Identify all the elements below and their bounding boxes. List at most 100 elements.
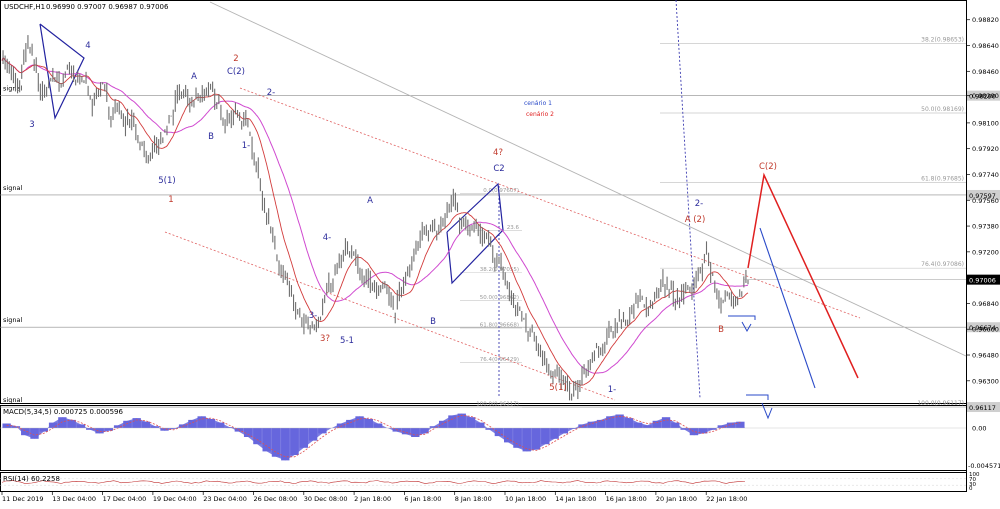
- inner-fib-label: 0.0(0.97607): [483, 188, 519, 194]
- signal-price-badge: [967, 402, 1000, 413]
- macd-histogram: [2, 413, 745, 461]
- target-arrow: [746, 394, 769, 400]
- wave-label-blue: 1-: [242, 141, 250, 151]
- target-arrow: [728, 315, 756, 320]
- rsi-line: [1, 480, 746, 484]
- wave-label-red: 3?: [320, 334, 330, 344]
- ma-fast-line: [1, 56, 749, 386]
- wave-label-blue: B: [430, 317, 436, 327]
- ma-slow-line: [1, 56, 749, 374]
- wave-label-blue: 2-: [695, 199, 703, 209]
- price-tick-label: 0.96480: [972, 352, 999, 360]
- current-price-badge: [967, 274, 1000, 285]
- wave-label-blue: A: [367, 196, 373, 206]
- signal-label: signal: [3, 184, 22, 192]
- wave-label-red: A (2): [685, 215, 706, 225]
- current-price-value: 0.97006: [969, 277, 996, 285]
- legend-cenario-1: cenário 1: [524, 100, 552, 107]
- price-tick-label: 0.98100: [972, 119, 999, 127]
- signal-label: signal: [3, 396, 22, 404]
- fib-level-label: 38.2(0.98653): [921, 37, 964, 44]
- signal-price-value: 0.98290: [969, 93, 996, 101]
- time-tick-label: 20 Jan 18:00: [656, 495, 697, 503]
- macd-tick-label: -0.004571: [968, 462, 1000, 470]
- rsi-title: RSI(14) 60.2258: [3, 475, 60, 483]
- wave-label-blue: A: [191, 72, 197, 82]
- price-tick-label: 0.98640: [972, 42, 999, 50]
- wave-channel: [446, 182, 504, 285]
- rsi-tick-label: 0: [969, 486, 973, 492]
- signal-label: signal: [3, 316, 22, 324]
- time-tick-label: 30 Dec 08:00: [304, 495, 348, 503]
- signal-price-value: 0.97597: [969, 192, 996, 200]
- wave-label-red: 5(1): [549, 383, 566, 393]
- signal-price-badge: [967, 90, 1000, 101]
- fib-level-label: 100.0(0.96117): [917, 400, 964, 407]
- wave-label-red: 1: [168, 195, 173, 205]
- inner-fib-label: 23.6: [507, 225, 520, 231]
- fib-level-label: 61.8(0.97685): [921, 175, 964, 182]
- rsi-tick-label: 70: [969, 477, 976, 483]
- time-tick-label: 19 Dec 04:00: [153, 495, 197, 503]
- vertical-dotted-line: [675, 0, 701, 399]
- wave-label-blue: 4: [85, 41, 90, 51]
- scenario-2-path: [747, 172, 859, 379]
- wave-label-blue: C(2): [227, 67, 245, 77]
- price-tick-label: 0.97920: [972, 145, 999, 153]
- wave-label-red: 4?: [493, 148, 503, 158]
- ohlc-header: 0.96990 0.97007 0.96987 0.97006: [46, 3, 169, 11]
- macd-tick-label: 0.00: [972, 425, 986, 433]
- rsi-tick-label: 30: [969, 482, 976, 488]
- signal-price-badge: [967, 189, 1000, 200]
- channel-lower-line: [164, 231, 616, 401]
- price-tick-label: 0.98460: [972, 68, 999, 76]
- symbol-header: USDCHF,H1: [4, 3, 45, 11]
- wave-label-red: C(2): [759, 162, 777, 172]
- price-tick-label: 0.97380: [972, 223, 999, 231]
- wave-label-blue: 2-: [267, 88, 275, 98]
- fib-level-label: 76.4(0.97086): [921, 261, 964, 268]
- time-tick-label: 8 Jan 18:00: [455, 495, 492, 503]
- price-tick-label: 0.96840: [972, 300, 999, 308]
- wave-label-red: 2: [233, 54, 238, 64]
- time-tick-label: 17 Dec 04:00: [103, 495, 147, 503]
- inner-fib-label: 100.0(0.96117): [476, 402, 519, 408]
- wave-label-blue: 3-: [309, 311, 317, 321]
- time-tick-label: 23 Dec 04:00: [203, 495, 247, 503]
- signal-price-value: 0.96117: [969, 404, 996, 412]
- inner-fib-label: 61.8(0.96668): [480, 323, 519, 329]
- wave-label-blue: 5-1: [340, 336, 354, 346]
- wave-label-blue: B: [208, 132, 214, 142]
- price-tick-label: 0.97740: [972, 171, 999, 179]
- legend-cenario-2: cenário 2: [526, 111, 554, 118]
- time-tick-label: 10 Jan 18:00: [505, 495, 546, 503]
- time-tick-label: 16 Jan 18:00: [606, 495, 647, 503]
- wave-label-blue: 4-: [323, 233, 331, 243]
- rsi-tick-label: 100: [969, 472, 980, 478]
- time-tick-label: 13 Dec 04:00: [52, 495, 96, 503]
- wave-label-blue: 3: [29, 120, 34, 130]
- time-tick-label: 2 Jan 18:00: [354, 495, 391, 503]
- wave-label-blue: 1-: [608, 385, 616, 395]
- price-tick-label: 0.97560: [972, 197, 999, 205]
- signal-price-badge: [967, 322, 1000, 333]
- time-tick-label: 22 Jan 18:00: [706, 495, 747, 503]
- time-tick-label: 6 Jan 18:00: [404, 495, 441, 503]
- signal-label: signal: [3, 85, 22, 93]
- fib-level-label: 50.0(0.98169): [921, 106, 964, 113]
- wave-label-blue: C2: [493, 164, 504, 174]
- down-arrow: [741, 321, 752, 333]
- wave-label-blue: 5(1): [158, 176, 175, 186]
- time-tick-label: 11 Dec 2019: [2, 495, 44, 503]
- time-tick-label: 14 Jan 18:00: [555, 495, 596, 503]
- down-arrow: [761, 402, 773, 420]
- price-tick-label: 0.96660: [972, 326, 999, 334]
- macd-title: MACD(5,34,5) 0.000725 0.000596: [3, 408, 124, 416]
- wave-label-red: B: [718, 325, 724, 335]
- price-tick-label: 0.98820: [972, 16, 999, 24]
- price-tick-label: 0.97200: [972, 248, 999, 256]
- time-tick-label: 26 Dec 08:00: [254, 495, 298, 503]
- price-tick-label: 0.98290: [972, 92, 999, 100]
